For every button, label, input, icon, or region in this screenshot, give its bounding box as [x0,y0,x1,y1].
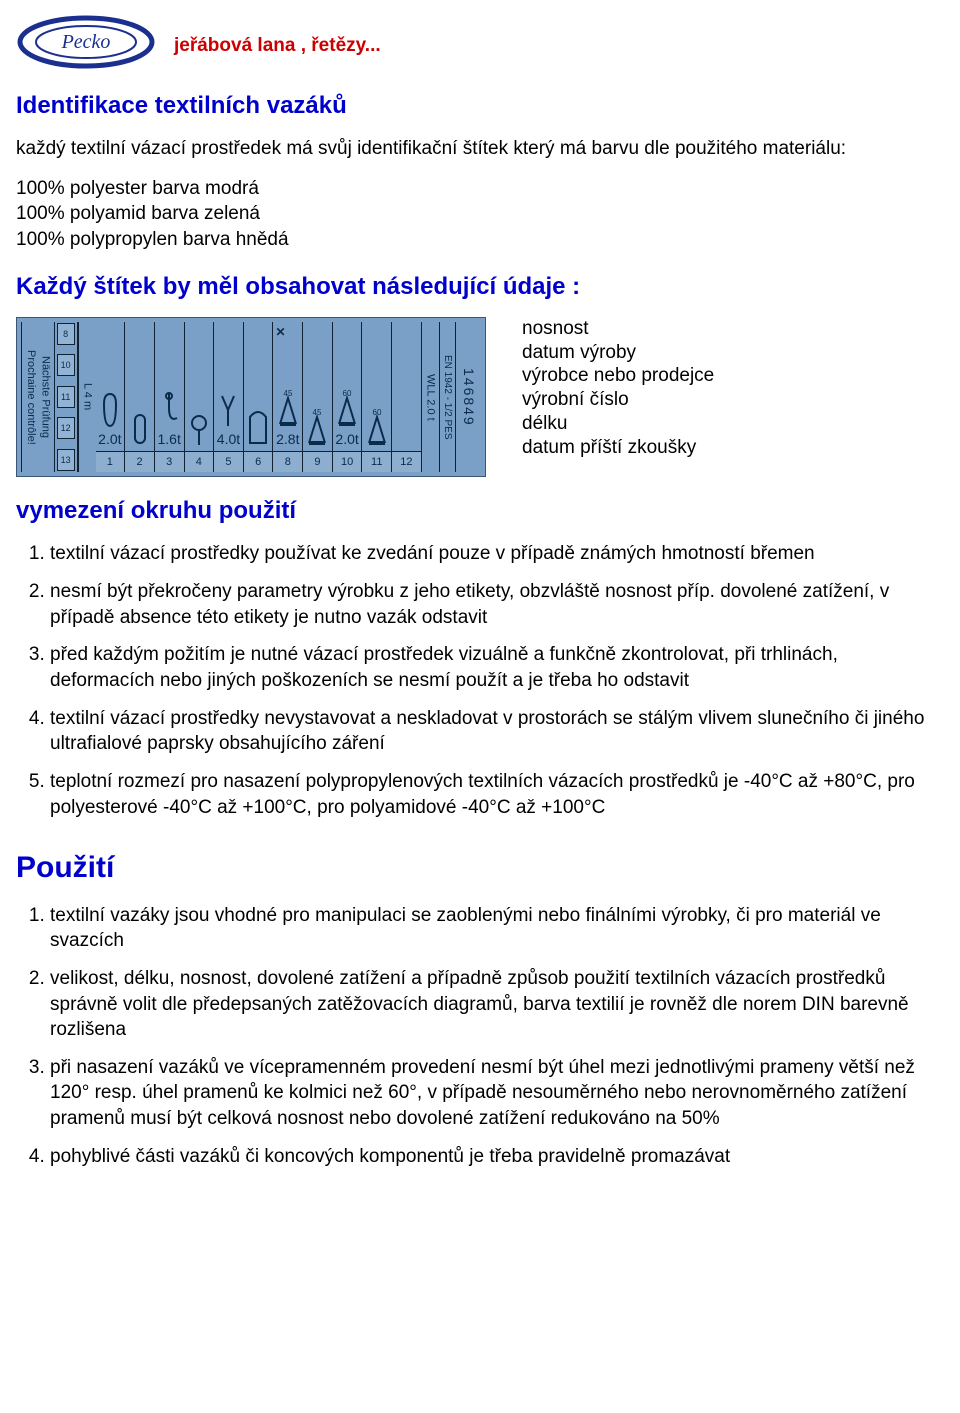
label-mid: 2.0t1.6t4.0t✕452.8t45602.0t60 1234568910… [96,322,421,472]
label-index-cell: 11 [361,452,391,472]
date-boxes: 8 10 11 12 13 [55,322,78,472]
material-line: 100% polyester barva modrá [16,178,259,199]
label-pictogram-cell: ✕452.8t [272,322,302,451]
materials-block: 100% polyester barva modrá 100% polyamid… [16,176,944,253]
use-item: textilní vazáky jsou vhodné pro manipula… [50,903,944,954]
label-pictogram-cell: 60 [361,322,391,451]
label-pictogram-cell [124,322,154,451]
label-pictogram-cell: 4.0t [213,322,243,451]
label-pictogram-cell: 602.0t [332,322,362,451]
label-index-cell: 2 [124,452,154,472]
label-attr: délku [522,412,714,436]
scope-item: teplotní rozmezí pro nasazení polypropyl… [50,769,944,820]
label-pictogram-cell [184,322,214,451]
label-attr: datum příští zkoušky [522,436,714,460]
length-caption: L 4 m [78,322,96,472]
use-item: pohyblivé části vazáků či koncových komp… [50,1144,944,1170]
brand-logo: Pecko [16,14,156,78]
label-index-cell: 5 [213,452,243,472]
label-index-cell: 9 [302,452,332,472]
tagline: jeřábová lana , řetězy... [174,33,381,59]
label-index-cell: 3 [154,452,184,472]
label-index-cell: 12 [391,452,421,472]
logo-text: Pecko [61,31,111,53]
scope-list: textilní vázací prostředky používat ke z… [16,541,944,820]
label-example-row: Nächste Prüfung Prochaine contrôle! 8101… [16,317,944,477]
use-item: při nasazení vazáků ve vícepramenném pro… [50,1055,944,1132]
label-pictogram-cell: 2.0t [96,322,125,451]
label-index-cell: 4 [184,452,214,472]
date-box: 13 [57,449,75,471]
material-line: 100% polyamid barva zelená [16,203,260,224]
scope-item: před každým požitím je nutné vázací pros… [50,642,944,693]
label-required-heading: Každý štítek by měl obsahovat následujíc… [16,271,944,303]
label-index-cell: 8 [272,452,302,472]
label-attr: výrobce nebo prodejce [522,364,714,388]
label-index-cell: 1 [96,452,125,472]
en-caption: EN 1942 - 1/2 PES [439,322,457,472]
label-attr: výrobní číslo [522,388,714,412]
label-pictogram-cell: 1.6t [154,322,184,451]
use-list: textilní vazáky jsou vhodné pro manipula… [16,903,944,1170]
date-box: 12 [57,417,75,439]
header: Pecko jeřábová lana , řetězy... [16,14,944,78]
inspection-caption: Nächste Prüfung Prochaine contrôle! [21,322,55,472]
serial-number: 146849 [456,322,481,472]
material-line: 100% polypropylen barva hnědá [16,229,289,250]
date-box: 8 [57,323,75,345]
label-index-cell: 10 [332,452,362,472]
label-pictogram-cell [391,322,421,451]
intro-paragraph: každý textilní vázací prostředek má svůj… [16,136,944,162]
wll-caption: WLL 2.0 t [421,322,439,472]
scope-item: nesmí být překročeny parametry výrobku z… [50,579,944,630]
use-item: velikost, délku, nosnost, dovolené zatíž… [50,966,944,1043]
date-box: 11 [57,386,75,408]
scope-heading: vymezení okruhu použití [16,495,944,527]
page-title: Identifikace textilních vazáků [16,90,944,122]
label-figure: Nächste Prüfung Prochaine contrôle! 8101… [16,317,486,477]
label-pictogram-cell [243,322,273,451]
label-pictogram-cell: 45 [302,322,332,451]
use-heading: Použití [16,848,944,889]
label-index-cell: 6 [243,452,273,472]
scope-item: textilní vázací prostředky nevystavovat … [50,706,944,757]
label-attr: datum výroby [522,341,714,365]
date-box: 10 [57,354,75,376]
scope-item: textilní vázací prostředky používat ke z… [50,541,944,567]
label-attributes: nosnost datum výroby výrobce nebo prodej… [522,317,714,460]
label-attr: nosnost [522,317,714,341]
